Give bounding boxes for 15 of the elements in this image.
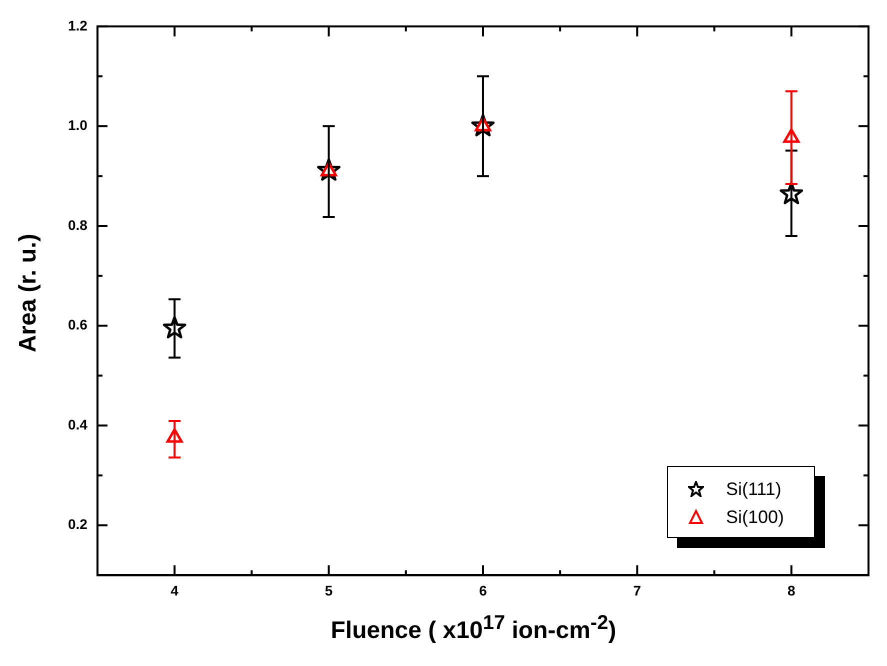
y-tick-label: 0.6 [68,316,88,333]
y-tick-label: 0.8 [68,216,88,233]
x-tick-label: 4 [170,582,179,598]
y-tick-label: 1.0 [68,117,88,134]
x-tick-label: 6 [479,582,488,598]
legend-label: Si(100) [726,506,784,529]
y-axis-title: Area (r. u.) [14,234,42,352]
x-axis-title: Fluence ( x10$^{17}$ ion-cm$^{-2}$) [330,612,618,645]
y-tick-label: 1.2 [68,17,88,34]
legend-label: Si(111) [726,478,782,501]
y-tick-label: 0.4 [68,416,88,432]
y-tick-label: 0.2 [68,516,88,532]
x-tick-label: 7 [633,582,642,598]
x-tick-label: 5 [324,582,333,598]
x-tick-label: 8 [788,582,796,598]
